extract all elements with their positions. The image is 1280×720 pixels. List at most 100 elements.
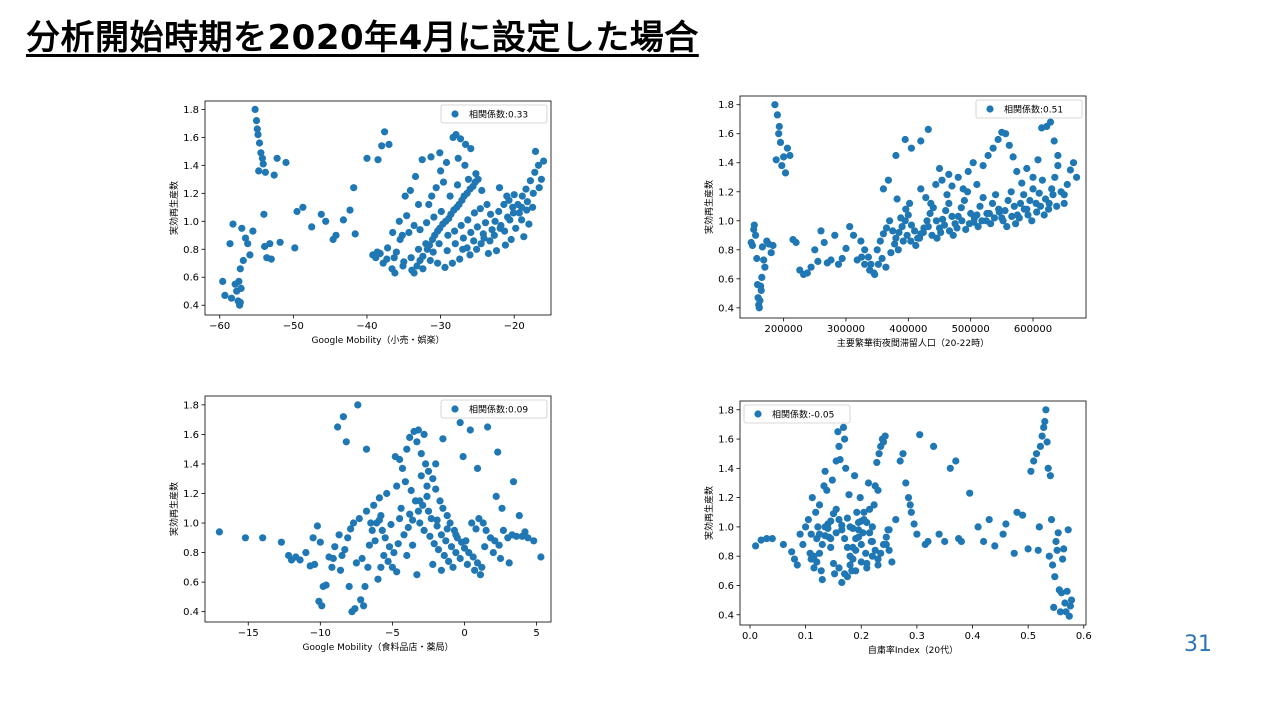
data-point [468,519,476,527]
data-point [864,479,873,487]
data-point [416,519,424,527]
data-point [442,158,451,167]
data-point [818,540,826,549]
data-point [758,243,766,251]
data-point [403,212,411,220]
data-point [1040,423,1048,431]
data-point [892,234,900,242]
data-point [362,445,371,453]
data-point [829,559,838,568]
data-point [459,453,467,461]
data-point [750,221,758,229]
data-point [841,535,849,543]
data-point [396,455,404,464]
data-point [345,582,353,591]
data-point [1049,191,1057,199]
data-point [486,237,494,245]
data-point [473,559,482,567]
data-point [236,298,244,306]
x-axis-label: Google Mobility（食料品店・薬局） [303,641,454,653]
data-point [932,217,940,225]
data-point [849,543,857,551]
data-point [292,553,300,561]
data-point [469,553,477,561]
data-point [522,185,530,193]
data-point [1066,166,1074,174]
x-tick-label: 0 [461,628,467,639]
data-point [414,507,422,515]
data-point [443,247,451,255]
data-point [790,555,799,563]
data-point [849,231,858,239]
y-tick-label: 1.4 [718,464,734,475]
data-point [229,220,237,228]
data-point [380,551,388,560]
data-point [416,497,424,505]
data-point [394,540,402,548]
data-point [496,554,505,563]
data-point [933,234,941,242]
data-point [935,530,943,538]
data-point [1035,523,1043,531]
y-tick-label: 1.8 [718,405,734,416]
data-point [941,537,949,546]
data-point [871,546,879,554]
data-point [430,540,438,548]
data-point [949,231,957,239]
data-point [827,543,835,551]
data-point [979,162,987,170]
data-point [970,214,978,222]
data-point [484,423,492,431]
data-point [868,523,876,531]
data-point [467,145,475,153]
data-point [1045,205,1053,213]
points-group [215,401,545,616]
data-point [409,541,417,549]
legend-box [743,404,851,424]
data-point [781,169,790,177]
data-point [413,438,421,446]
data-point [867,260,875,268]
scatter-chart-grocery-mobility: −15 −10 −5 0 5 0.4 0.6 0.8 1.0 1.2 1.4 1.6 1.8 Google… [168,395,552,653]
data-point [357,596,365,604]
data-point [439,435,447,443]
data-point [467,228,475,237]
data-point [349,519,358,527]
data-point [831,231,839,239]
data-point [793,561,801,569]
data-point [923,217,931,225]
data-point [965,220,973,228]
data-point [251,105,259,113]
data-point [763,535,771,543]
data-point [336,566,345,574]
data-point [351,605,359,613]
y-tick-label: 0.4 [183,607,199,618]
data-point [863,518,871,527]
slide-title: 分析開始時期を2020年4月に設定した場合 [26,18,699,58]
data-point [500,200,508,209]
x-axis-label: Google Mobility（小売・娯楽） [312,334,445,346]
data-point [1045,199,1053,207]
data-point [780,153,788,161]
data-point [856,494,864,502]
data-point [873,458,881,467]
data-point [917,185,925,193]
data-point [919,228,927,236]
data-point [866,266,874,274]
data-point [398,231,406,239]
data-point [237,284,245,292]
data-point [483,200,491,209]
data-point [299,203,307,211]
data-point [479,519,487,527]
data-point [215,528,223,536]
data-point [447,543,456,551]
data-point [864,253,872,261]
data-point [482,526,490,534]
data-point [885,526,893,534]
data-point [1016,199,1025,207]
data-point [874,486,882,494]
data-point [346,206,354,214]
data-point [344,534,352,542]
data-point [841,435,849,443]
data-point [879,540,888,549]
